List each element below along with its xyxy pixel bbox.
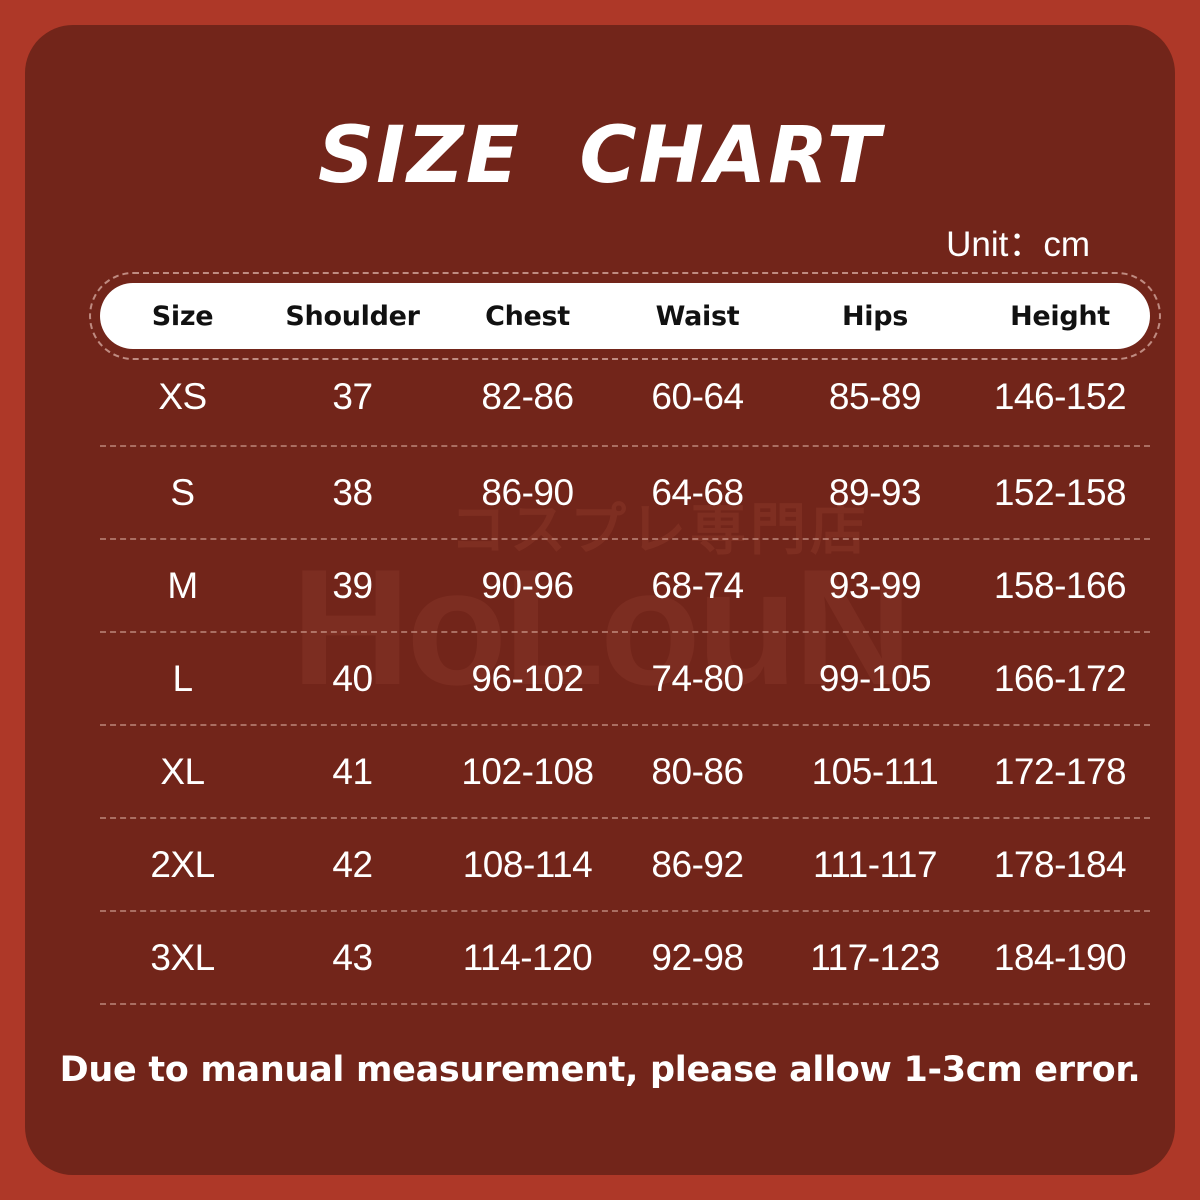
- page-title: SIZE CHART: [317, 111, 882, 201]
- cell-chest: 102-108: [461, 750, 594, 792]
- cell-shoulder: 37: [332, 376, 373, 417]
- cell-hips: 99-105: [818, 657, 932, 699]
- cell-waist: 92-98: [651, 936, 744, 978]
- cell-height: 166-172: [993, 657, 1127, 699]
- table-row: 2XL 42 108-114 86-92 111-117 178-184: [100, 819, 1150, 912]
- cell-waist: 86-92: [651, 843, 744, 885]
- table-body: XS 37 82-86 60-64 85-89 146-152 S 38 86-…: [100, 349, 1150, 1005]
- cell-height: 172-178: [993, 750, 1127, 792]
- unit-label: Unit：cm: [946, 225, 1090, 264]
- column-header-height: Height: [1010, 300, 1110, 332]
- cell-hips: 89-93: [828, 471, 922, 513]
- column-header-chest: Chest: [485, 300, 570, 332]
- cell-height: 178-184: [993, 843, 1127, 885]
- cell-chest: 90-96: [481, 564, 574, 606]
- table-header-row: Size Shoulder Chest Waist Hips Height: [100, 283, 1150, 349]
- column-header-hips: Hips: [841, 300, 909, 332]
- cell-height: 146-152: [993, 376, 1127, 417]
- cell-size: XL: [160, 750, 205, 792]
- cell-chest: 114-120: [462, 936, 593, 978]
- cell-shoulder: 40: [332, 657, 373, 699]
- cell-shoulder: 39: [332, 564, 373, 606]
- cell-size: 2XL: [150, 843, 215, 885]
- cell-waist: 68-74: [651, 564, 744, 606]
- column-header-shoulder: Shoulder: [285, 300, 420, 332]
- cell-chest: 86-90: [481, 471, 574, 513]
- cell-height: 158-166: [993, 564, 1127, 606]
- cell-waist: 60-64: [651, 376, 744, 417]
- chart-panel: コスプレ専門店 HoLouN SIZE CHART Unit：cm Size S…: [25, 25, 1175, 1175]
- measurement-note: Due to manual measurement, please allow …: [59, 1050, 1141, 1090]
- cell-hips: 117-123: [810, 936, 940, 978]
- cell-size: XS: [158, 376, 207, 417]
- size-table: Size Shoulder Chest Waist Hips Height XS…: [89, 272, 1161, 1005]
- column-header-waist: Waist: [655, 300, 740, 332]
- cell-shoulder: 38: [332, 471, 373, 513]
- table-row: XS 37 82-86 60-64 85-89 146-152: [100, 349, 1150, 447]
- cell-size: 3XL: [150, 936, 215, 978]
- table-row: M 39 90-96 68-74 93-99 158-166: [100, 540, 1150, 633]
- table-row: L 40 96-102 74-80 99-105 166-172: [100, 633, 1150, 726]
- cell-chest: 96-102: [471, 657, 584, 699]
- cell-hips: 93-99: [828, 564, 922, 606]
- cell-size: S: [170, 471, 195, 513]
- cell-shoulder: 41: [332, 750, 373, 792]
- cell-size: L: [172, 657, 193, 699]
- cell-chest: 82-86: [481, 376, 574, 417]
- table-row: 3XL 43 114-120 92-98 117-123 184-190: [100, 912, 1150, 1005]
- cell-hips: 85-89: [828, 376, 922, 417]
- cell-hips: 111-117: [812, 843, 938, 885]
- cell-height: 152-158: [993, 471, 1127, 513]
- cell-waist: 80-86: [651, 750, 744, 792]
- table-row: XL 41 102-108 80-86 105-111 172-178: [100, 726, 1150, 819]
- cell-waist: 74-80: [651, 657, 744, 699]
- cell-shoulder: 42: [332, 843, 373, 885]
- cell-size: M: [167, 564, 198, 606]
- column-header-size: Size: [151, 300, 214, 332]
- cell-height: 184-190: [993, 936, 1127, 978]
- cell-shoulder: 43: [332, 936, 373, 978]
- table-row: S 38 86-90 64-68 89-93 152-158: [100, 447, 1150, 540]
- cell-hips: 105-111: [811, 750, 939, 792]
- cell-waist: 64-68: [651, 471, 744, 513]
- cell-chest: 108-114: [462, 843, 593, 885]
